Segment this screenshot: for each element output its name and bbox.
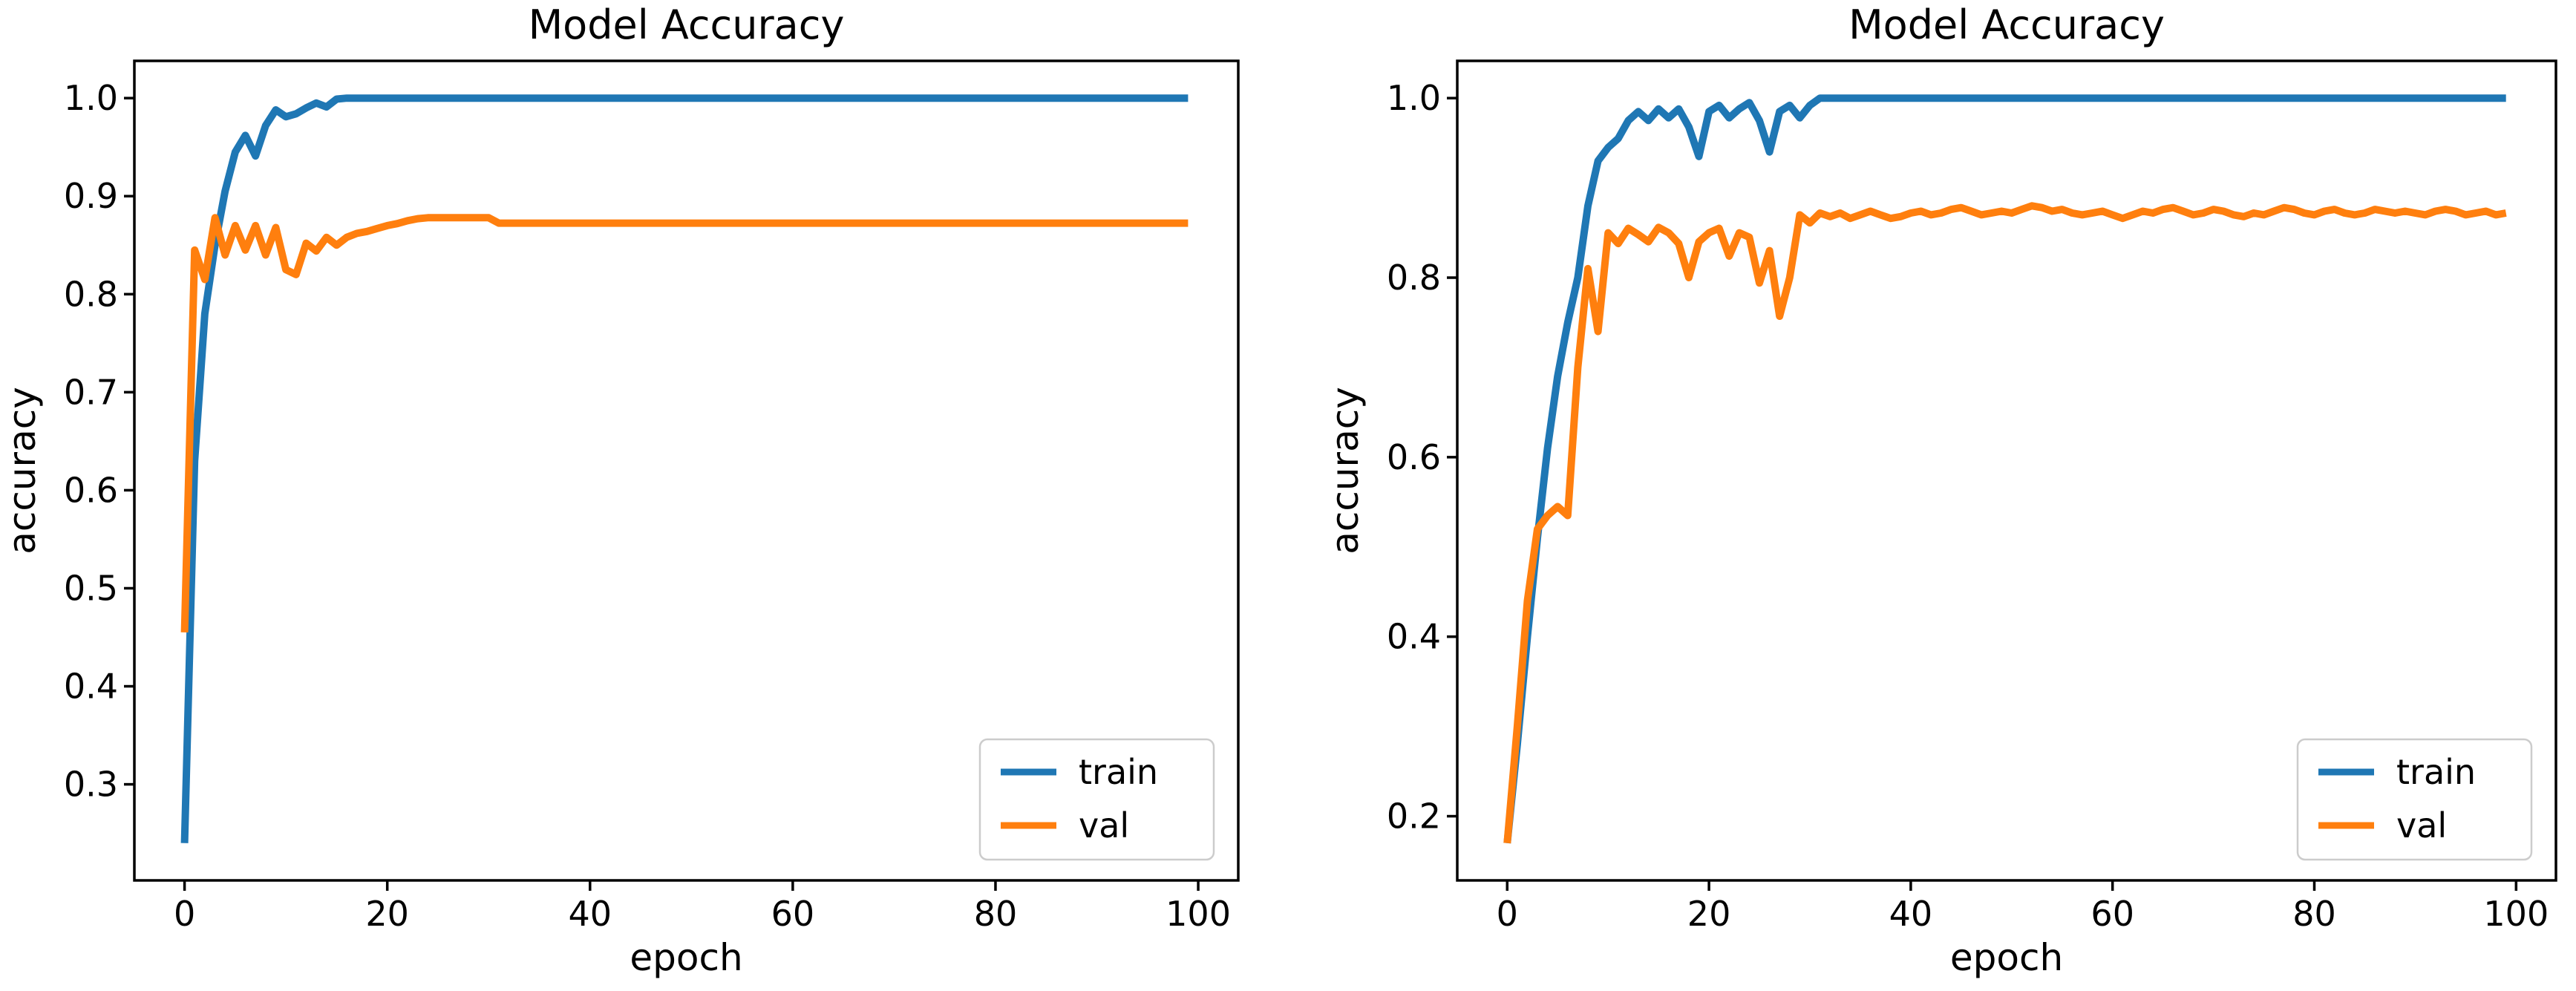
x-tick-label: 100: [1166, 894, 1231, 934]
x-tick-label: 0: [174, 894, 195, 934]
x-tick-label: 20: [365, 894, 409, 934]
legend-train-label: train: [2396, 752, 2476, 792]
val-line: [180, 214, 1189, 633]
chart-title: Model Accuracy: [529, 1, 845, 48]
y-tick-label: 0.3: [64, 765, 118, 805]
x-tick-label: 60: [2090, 894, 2134, 934]
y-tick-label: 0.6: [64, 470, 118, 510]
x-tick-label: 80: [974, 894, 1018, 934]
data-series: [180, 94, 1189, 843]
x-tick-label: 20: [1687, 894, 1731, 934]
y-tick-label: 1.0: [64, 78, 118, 118]
x-axis-label: epoch: [1950, 936, 2063, 979]
y-axis-label: accuracy: [1, 387, 44, 555]
legend-train-label: train: [1079, 752, 1158, 792]
y-tick-label: 1.0: [1387, 78, 1441, 118]
x-tick-label: 40: [569, 894, 612, 934]
y-tick-label: 0.7: [64, 372, 118, 412]
chart-title: Model Accuracy: [1848, 1, 2165, 48]
legend: train val: [978, 738, 1215, 861]
plot-border: [133, 59, 1240, 882]
data-series: [1503, 94, 2507, 844]
y-tick-label: 0.8: [1387, 258, 1441, 298]
x-tick-label: 40: [1889, 894, 1933, 934]
right-accuracy-chart: Model Accuracy 0 20 40 60 80 100 0.2 0.4 0.6 0.8 1…: [1324, 1, 2557, 979]
y-axis-label: accuracy: [1324, 387, 1367, 555]
y-tick-label: 0.9: [64, 176, 118, 216]
left-accuracy-chart: Model Accuracy 0 20 40 60 80 1000.30.40.50.60…: [1, 1, 1240, 979]
y-tick-label: 0.6: [1387, 437, 1441, 477]
train-line: [180, 94, 1189, 843]
x-tick-label: 0: [1497, 894, 1518, 934]
val-line: [1503, 202, 2507, 844]
y-tick-label: 0.4: [64, 667, 118, 707]
y-tick-label: 0.8: [64, 274, 118, 314]
y-tick-label: 0.2: [1387, 797, 1441, 837]
x-tick-label: 100: [2483, 894, 2549, 934]
y-tick-label: 0.4: [1387, 617, 1441, 657]
plot-border: [1456, 59, 2557, 882]
legend-val-label: val: [2396, 805, 2447, 846]
legend-val-label: val: [1079, 805, 1129, 846]
axis-ticks: 0 20 40 60 80 100 0.2 0.4 0.6 0.8 1.0: [1387, 78, 2549, 934]
y-tick-label: 0.5: [64, 568, 118, 608]
x-tick-label: 60: [771, 894, 815, 934]
x-axis-label: epoch: [630, 936, 742, 979]
train-line: [1503, 94, 2506, 844]
axis-ticks: 0 20 40 60 80 100 0.3 0.4 0.5 0.6 0.7 0.8 0.9 1.0: [64, 78, 1231, 934]
x-tick-label: 80: [2292, 894, 2336, 934]
legend: train val: [2296, 738, 2533, 861]
